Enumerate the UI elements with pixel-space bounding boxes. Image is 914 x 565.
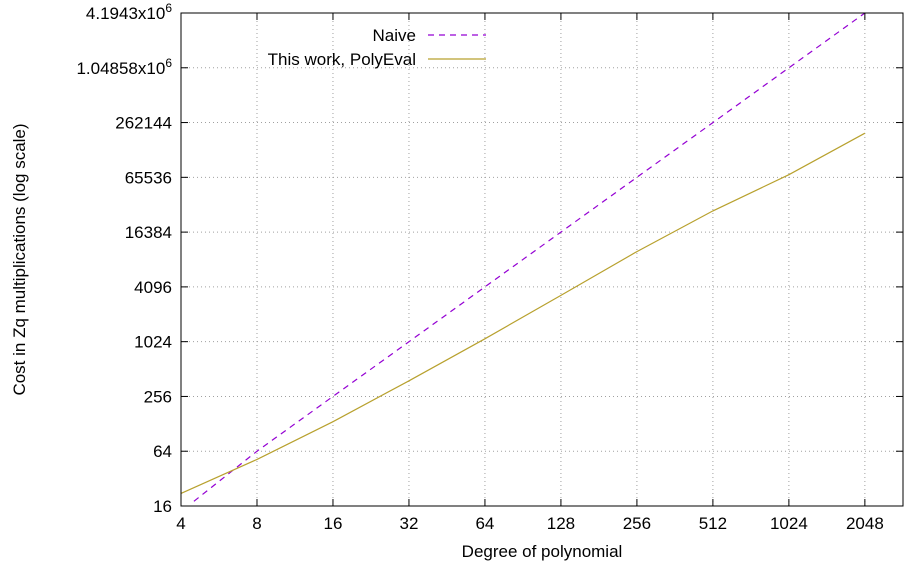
x-tick-label: 256 [623, 514, 651, 533]
y-tick-label: 262144 [115, 114, 172, 133]
grid-lines [181, 13, 903, 506]
y-tick-label: 64 [153, 442, 172, 461]
legend-label-naive: Naive [373, 26, 416, 45]
x-tick-label: 32 [399, 514, 418, 533]
x-tick-label: 2048 [846, 514, 884, 533]
y-tick-label: 16 [153, 497, 172, 516]
x-tick-label: 4 [176, 514, 185, 533]
x-tick-label: 1024 [770, 514, 808, 533]
y-tick-label: 1.04858x106 [76, 56, 172, 78]
y-tick-label: 4096 [134, 278, 172, 297]
plot-frame [180, 12, 904, 507]
y-tick-label: 256 [144, 387, 172, 406]
x-tick-label: 16 [324, 514, 343, 533]
series-line-1 [180, 132, 866, 494]
y-tick-label: 16384 [125, 223, 172, 242]
legend: Naive This work, PolyEval [268, 26, 486, 69]
plot-series [180, 12, 866, 502]
axis-ticks [180, 12, 903, 507]
series-line-0 [193, 12, 866, 502]
legend-label-polyeval: This work, PolyEval [268, 50, 416, 69]
x-tick-label: 128 [547, 514, 575, 533]
x-tick-labels: 4 8 16 32 64 128 256 512 1024 2048 [176, 514, 884, 533]
x-tick-label: 8 [252, 514, 261, 533]
x-tick-label: 64 [475, 514, 494, 533]
y-tick-labels: 16 64 256 1024 4096 16384 65536 262144 1.04858x1… [76, 1, 172, 516]
y-tick-label: 1024 [134, 333, 172, 352]
x-tick-label: 512 [699, 514, 727, 533]
y-tick-label: 65536 [125, 168, 172, 187]
y-tick-label: 4.1943x106 [86, 1, 172, 23]
x-axis-title: Degree of polynomial [462, 542, 623, 561]
y-axis-title: Cost in Zq multiplications (log scale) [10, 123, 29, 395]
